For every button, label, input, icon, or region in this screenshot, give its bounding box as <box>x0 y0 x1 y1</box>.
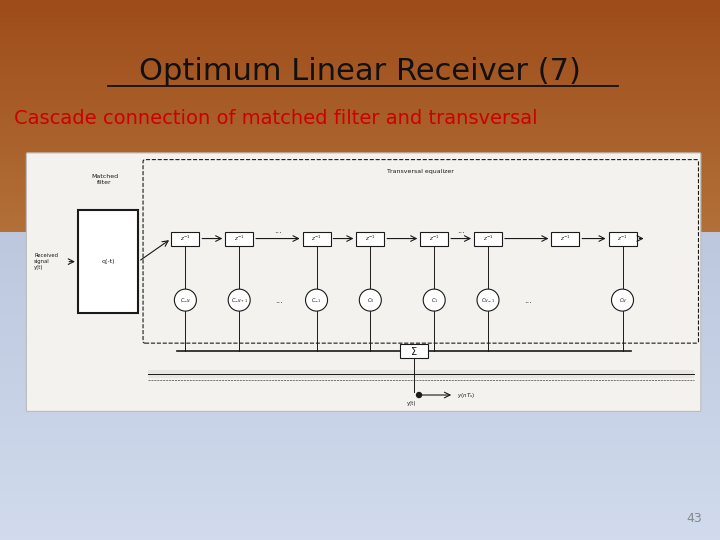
Text: $C_{-N}$: $C_{-N}$ <box>180 296 191 305</box>
Bar <box>356 232 384 246</box>
Circle shape <box>611 289 634 311</box>
Bar <box>608 232 636 246</box>
Text: $z^{-1}$: $z^{-1}$ <box>365 234 376 243</box>
Text: $C_{-1}$: $C_{-1}$ <box>312 296 322 305</box>
Text: $z^{-1}$: $z^{-1}$ <box>311 234 322 243</box>
Bar <box>400 345 428 359</box>
Text: $C_N$: $C_N$ <box>618 296 626 305</box>
Text: Transversal equalizer: Transversal equalizer <box>387 170 454 174</box>
Text: $C_{-N+1}$: $C_{-N+1}$ <box>230 296 248 305</box>
Circle shape <box>423 289 445 311</box>
Bar <box>148 370 695 379</box>
Text: $C_1$: $C_1$ <box>431 296 438 305</box>
Bar <box>225 232 253 246</box>
Text: ...: ... <box>524 295 532 305</box>
Bar <box>552 232 580 246</box>
Text: Optimum Linear Receiver (7): Optimum Linear Receiver (7) <box>139 57 581 86</box>
Circle shape <box>305 289 328 311</box>
Text: Cascade connection of matched filter and transversal: Cascade connection of matched filter and… <box>14 109 538 127</box>
Bar <box>171 232 199 246</box>
Circle shape <box>359 289 382 311</box>
Circle shape <box>174 289 197 311</box>
Text: $C_0$: $C_0$ <box>366 296 374 305</box>
Text: Matched
filter: Matched filter <box>91 174 118 185</box>
Text: $C_{N-1}$: $C_{N-1}$ <box>481 296 495 305</box>
Bar <box>302 232 330 246</box>
Text: $z^{-1}$: $z^{-1}$ <box>483 234 493 243</box>
Bar <box>474 232 502 246</box>
Text: y(t): y(t) <box>408 401 417 406</box>
Text: $z^{-1}$: $z^{-1}$ <box>560 234 570 243</box>
Text: $z^{-1}$: $z^{-1}$ <box>180 234 191 243</box>
Text: $y(nT_s)$: $y(nT_s)$ <box>457 390 475 400</box>
Bar <box>78 210 138 313</box>
Text: $z^{-1}$: $z^{-1}$ <box>234 234 244 243</box>
Text: ...: ... <box>274 226 282 234</box>
Text: ...: ... <box>457 226 465 234</box>
Circle shape <box>228 289 250 311</box>
Bar <box>420 232 449 246</box>
Text: $\Sigma$: $\Sigma$ <box>410 346 418 357</box>
Text: $z^{-1}$: $z^{-1}$ <box>617 234 628 243</box>
Text: Received
signal
y(t): Received signal y(t) <box>34 253 58 270</box>
Circle shape <box>477 289 499 311</box>
Text: q(-t): q(-t) <box>102 259 114 264</box>
FancyBboxPatch shape <box>27 153 701 411</box>
Text: ...: ... <box>276 295 284 305</box>
Text: $z^{-1}$: $z^{-1}$ <box>429 234 439 243</box>
Text: 43: 43 <box>686 512 702 525</box>
Circle shape <box>417 393 421 397</box>
